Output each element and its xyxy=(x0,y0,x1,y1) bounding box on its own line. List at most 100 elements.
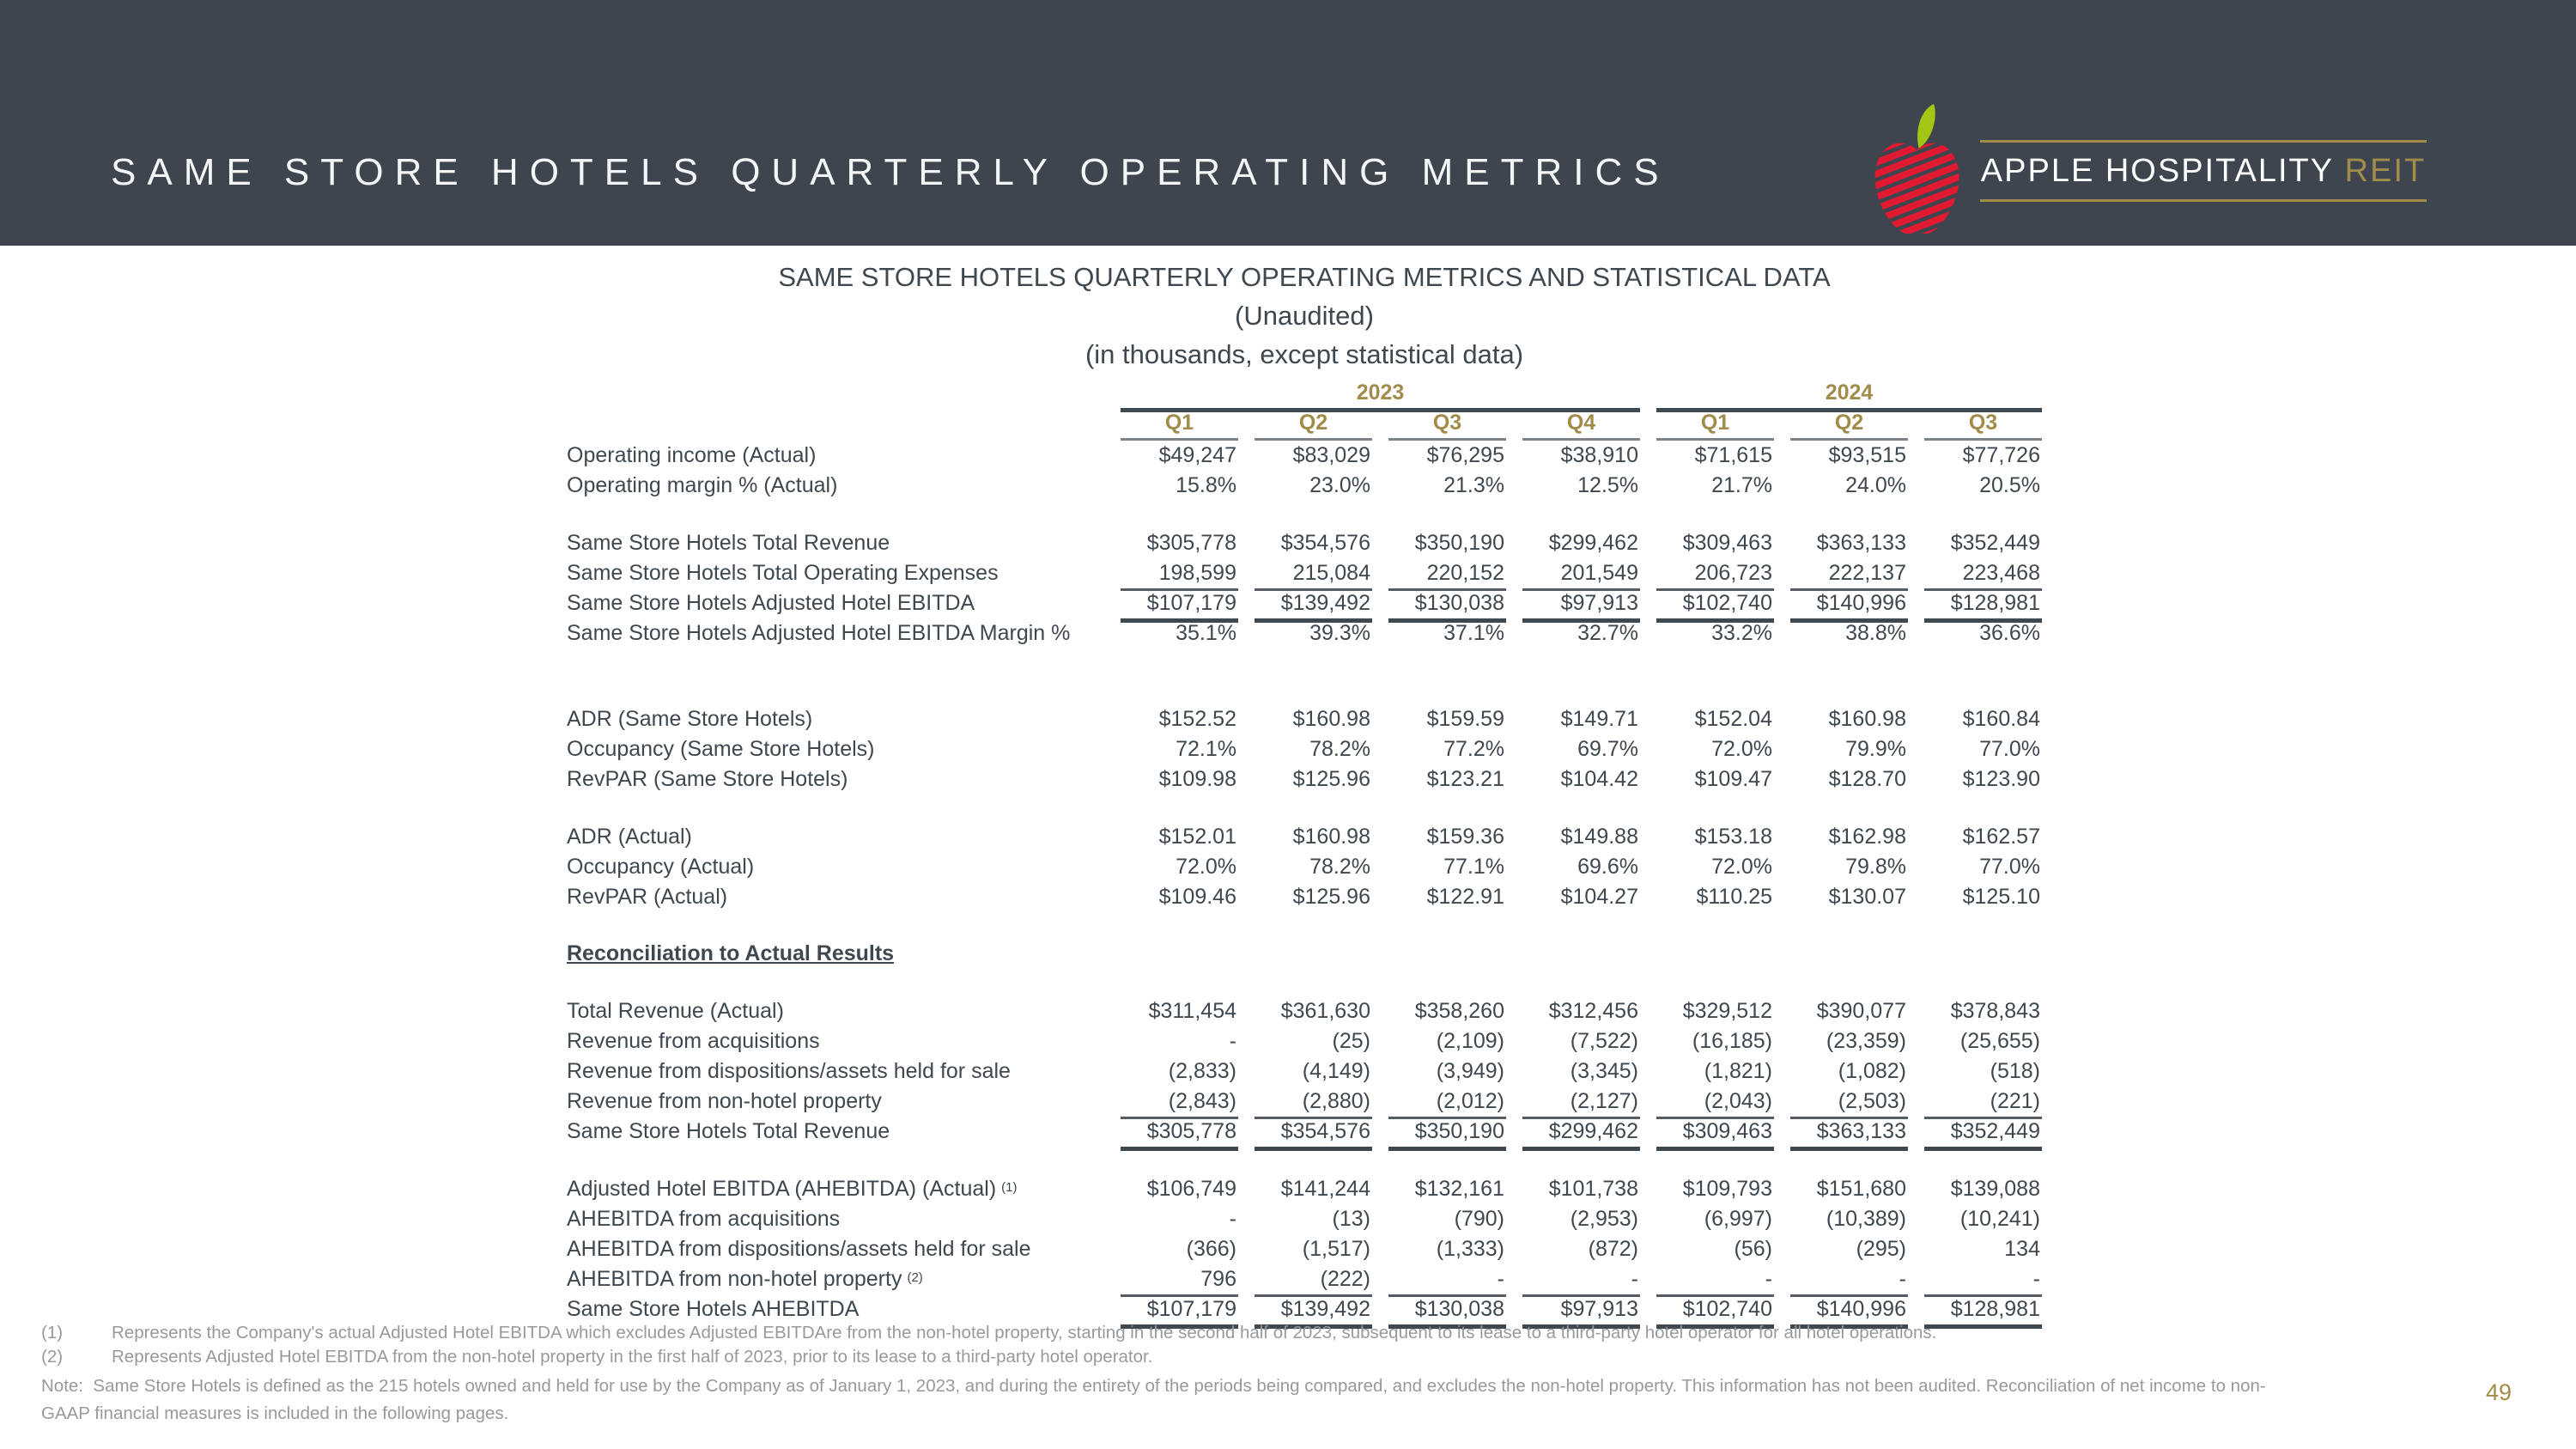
metric-value: $123.90 xyxy=(1962,767,2040,791)
table-spacer-row xyxy=(567,648,2042,704)
metric-value: $83,029 xyxy=(1292,443,1370,467)
metric-value: (3,949) xyxy=(1436,1059,1504,1083)
row-label: AHEBITDA from dispositions/assets held f… xyxy=(567,1237,1031,1261)
metric-value: - xyxy=(1790,1264,1908,1297)
metric-value: (790) xyxy=(1454,1207,1504,1231)
metric-value: (2,127) xyxy=(1522,1087,1640,1119)
metric-value: $139,088 xyxy=(1950,1177,2040,1201)
metric-value: $139,492 xyxy=(1255,588,1372,623)
metric-value: - xyxy=(1229,1029,1236,1053)
metric-value: $162.98 xyxy=(1828,825,1906,849)
metric-value: $305,778 xyxy=(1146,531,1236,555)
table-spacer-row xyxy=(567,969,2042,996)
metric-value: $354,576 xyxy=(1280,531,1370,555)
logo-wordmark: APPLE HOSPITALITY REIT xyxy=(1980,154,2427,188)
metric-value: 69.6% xyxy=(1577,855,1638,879)
footnote-text: Represents the Company's actual Adjusted… xyxy=(112,1323,1937,1342)
row-label: ADR (Same Store Hotels) xyxy=(567,707,813,731)
metric-value: (2,953) xyxy=(1570,1207,1638,1231)
metric-value: - xyxy=(1656,1264,1774,1297)
metric-value: $97,913 xyxy=(1522,1294,1640,1329)
row-label: Revenue from non-hotel property xyxy=(567,1089,882,1113)
row-label: Same Store Hotels Total Revenue xyxy=(567,1119,890,1143)
metric-value: $102,740 xyxy=(1656,1294,1774,1329)
metric-value: $104.27 xyxy=(1560,885,1638,909)
metric-value: $152.52 xyxy=(1158,707,1236,731)
table-row: Adjusted Hotel EBITDA (AHEBITDA) (Actual… xyxy=(567,1174,2042,1204)
table-row: Occupancy (Same Store Hotels) 72.1% 78.2% 7… xyxy=(567,734,2042,764)
metric-value: $140,996 xyxy=(1790,1294,1908,1329)
row-label: Total Revenue (Actual) xyxy=(567,999,784,1023)
metric-value: $149.88 xyxy=(1560,825,1638,849)
metric-value: $109.46 xyxy=(1158,885,1236,909)
metrics-table: SAME STORE HOTELS QUARTERLY OPERATING ME… xyxy=(567,258,2042,1329)
metric-value: $139,492 xyxy=(1255,1294,1372,1329)
year-header: 2024 xyxy=(1656,381,2042,412)
footnote-marker: (2) xyxy=(907,1270,923,1285)
metric-value: (2,043) xyxy=(1656,1087,1774,1119)
apple-logo-icon xyxy=(1874,104,1959,234)
metric-value: 21.3% xyxy=(1443,473,1504,497)
metric-value: 220,152 xyxy=(1388,558,1506,591)
quarter-header: Q3 xyxy=(1924,410,2042,441)
table-row: ADR (Actual) $152.01 $160.98 $159.36 $149.88… xyxy=(567,822,2042,852)
metric-value: (56) xyxy=(1734,1237,1772,1261)
quarter-header: Q1 xyxy=(1656,410,1774,441)
metric-value: 78.2% xyxy=(1309,855,1370,879)
metric-value: $109.47 xyxy=(1694,767,1772,791)
table-row: Operating margin % (Actual) 15.8% 23.0% 21.… xyxy=(567,471,2042,501)
table-row: Same Store Hotels Total Revenue $305,778 $… xyxy=(567,1117,2042,1151)
table-row: Same Store Hotels Total Revenue $305,778 $… xyxy=(567,528,2042,558)
row-label: RevPAR (Same Store Hotels) xyxy=(567,767,848,791)
metric-value: $363,133 xyxy=(1790,1117,1908,1151)
metric-value: $312,456 xyxy=(1548,999,1638,1023)
metric-value: $106,749 xyxy=(1146,1177,1236,1201)
metric-value: 12.5% xyxy=(1577,473,1638,497)
metric-value: $107,179 xyxy=(1121,588,1238,623)
page-number: 49 xyxy=(2485,1379,2512,1405)
footnote-number: (1) xyxy=(41,1323,64,1342)
table-row: Same Store Hotels Total Operating Expens… xyxy=(567,558,2042,591)
metric-value: $363,133 xyxy=(1816,531,1906,555)
quarter-header-spacer xyxy=(567,410,1104,441)
metric-value: $159.59 xyxy=(1426,707,1504,731)
metric-value: 72.0% xyxy=(1711,855,1772,879)
metric-value: $71,615 xyxy=(1694,443,1772,467)
footnote-text: Represents Adjusted Hotel EBITDA from th… xyxy=(112,1347,1153,1367)
footnotes: (1) Represents the Company's actual Adjus… xyxy=(41,1321,2308,1428)
note-label: Note: xyxy=(41,1376,83,1396)
table-spacer-row xyxy=(567,912,2042,939)
metric-value: $160.98 xyxy=(1292,707,1370,731)
table-header-quarters: Q1 Q2 Q3 Q4 Q1 Q2 Q3 xyxy=(567,410,2042,441)
metric-value: $128.70 xyxy=(1828,767,1906,791)
metric-value: 38.8% xyxy=(1845,621,1906,645)
quarter-header: Q2 xyxy=(1790,410,1908,441)
metric-value: $107,179 xyxy=(1121,1294,1238,1329)
metric-value: 37.1% xyxy=(1443,621,1504,645)
metric-value: $97,913 xyxy=(1522,588,1640,623)
row-label: Operating margin % (Actual) xyxy=(567,473,838,497)
metric-value: (1,333) xyxy=(1436,1237,1504,1261)
metric-value: $361,630 xyxy=(1280,999,1370,1023)
quarter-header: Q3 xyxy=(1388,410,1506,441)
footnote-row: (2) Represents Adjusted Hotel EBITDA from… xyxy=(41,1345,2308,1369)
metric-value: $125.96 xyxy=(1292,885,1370,909)
metric-value: $132,161 xyxy=(1414,1177,1504,1201)
table-row: AHEBITDA from acquisitions - (13) (790) (2,9… xyxy=(567,1204,2042,1234)
table-header: 2023 2024 Q1 Q2 Q3 Q4 Q1 Q2 Q3 xyxy=(567,381,2042,441)
metric-value: 72.1% xyxy=(1176,737,1236,761)
year-header: 2023 xyxy=(1121,381,1640,412)
metric-value: 796 xyxy=(1121,1264,1238,1297)
table-row: RevPAR (Same Store Hotels) $109.98 $125.96… xyxy=(567,764,2042,795)
metric-value: (2,109) xyxy=(1436,1029,1504,1053)
logo-top-rule xyxy=(1980,140,2427,143)
metric-value: $311,454 xyxy=(1148,999,1236,1023)
metric-value: (3,345) xyxy=(1570,1059,1638,1083)
table-row: Revenue from dispositions/assets held fo… xyxy=(567,1056,2042,1087)
banner: SAME STORE HOTELS QUARTERLY OPERATING ME… xyxy=(0,0,2576,246)
metric-value: 198,599 xyxy=(1121,558,1238,591)
row-label: Same Store Hotels Total Revenue xyxy=(567,531,890,555)
metric-value: $354,576 xyxy=(1255,1117,1372,1151)
metric-value: (295) xyxy=(1856,1237,1906,1261)
